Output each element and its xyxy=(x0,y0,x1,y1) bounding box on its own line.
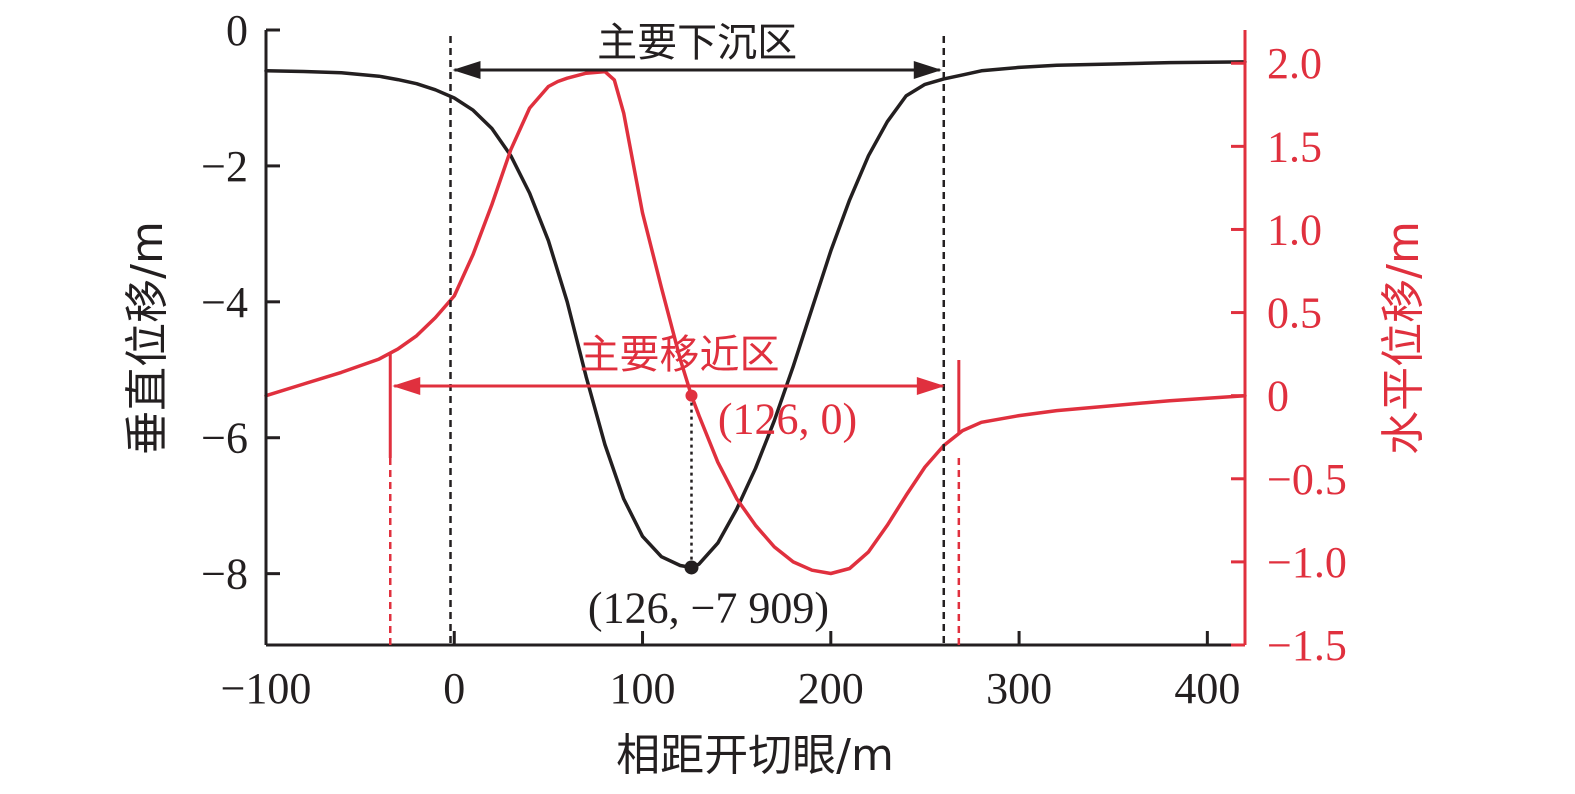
right-y-tick-label: 1.0 xyxy=(1267,205,1322,254)
x-axis-title: 相距开切眼/m xyxy=(616,730,894,781)
displacement-zone-arrowhead-left xyxy=(392,377,421,395)
x-tick-label: 400 xyxy=(1174,664,1240,713)
displacement-zone-label: 主要移近区 xyxy=(580,332,780,378)
right-y-tick-label: 0 xyxy=(1267,372,1289,421)
displacement-zone-arrowhead-right xyxy=(916,377,945,395)
subsidence-zone-arrowhead-right xyxy=(913,61,942,79)
right-y-tick-label: 0.5 xyxy=(1267,289,1322,338)
zero-point-marker xyxy=(685,389,698,402)
right-y-tick-label: −1.5 xyxy=(1267,621,1347,670)
left-y-tick-label: 0 xyxy=(226,6,248,55)
subsidence-zone-label: 主要下沉区 xyxy=(597,20,797,66)
right-y-tick-label: 2.0 xyxy=(1267,39,1322,88)
vertical-displacement-series xyxy=(264,60,1247,570)
x-tick-label: 300 xyxy=(986,664,1052,713)
subsidence-zone-arrowhead-left xyxy=(452,61,481,79)
chart-annotation-layer xyxy=(388,36,961,645)
left-y-axis-title: 垂直位移/m xyxy=(122,221,173,455)
right-y-tick-label: −0.5 xyxy=(1267,455,1347,504)
x-tick-label: 0 xyxy=(443,664,465,713)
x-tick-label: 200 xyxy=(798,664,864,713)
x-tick-label: −100 xyxy=(221,664,312,713)
left-y-tick-label: −8 xyxy=(201,550,248,599)
zero-point-label: (126, 0) xyxy=(718,395,857,444)
chart-text-layer: −100 0 100 200 300 400 0 −2 −4 −6 −8 2.0 1.5 1.0 0.5 0 −… xyxy=(122,6,1429,781)
right-y-tick-label: 1.5 xyxy=(1267,122,1322,171)
min-point-label: (126, −7 909) xyxy=(588,583,829,632)
left-y-tick-label: −2 xyxy=(201,142,248,191)
right-y-tick-label: −1.0 xyxy=(1267,538,1347,587)
horizontal-displacement-series xyxy=(264,69,1247,576)
x-tick-label: 100 xyxy=(610,664,676,713)
min-point-marker xyxy=(684,560,699,575)
right-y-axis-title: 水平位移/m xyxy=(1378,221,1429,455)
chart-lines-layer xyxy=(264,60,1247,576)
left-y-tick-label: −6 xyxy=(201,414,248,463)
chart-axes-layer xyxy=(264,28,1247,647)
left-y-tick-label: −4 xyxy=(201,278,248,327)
